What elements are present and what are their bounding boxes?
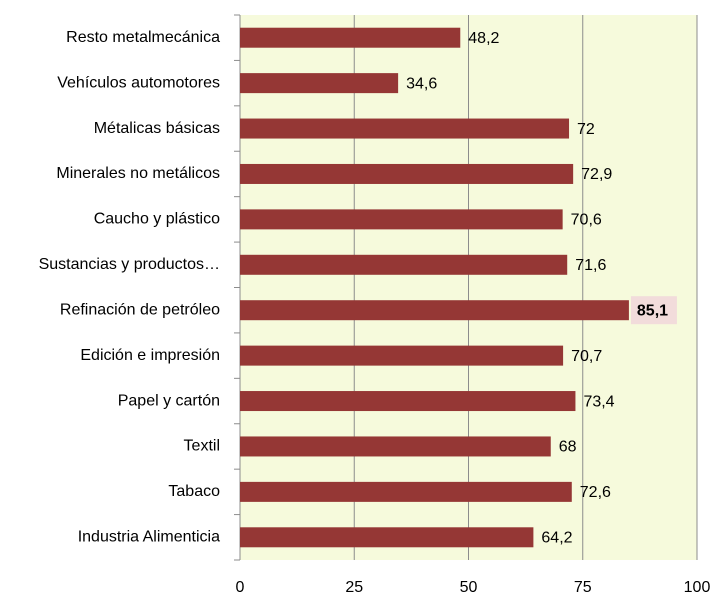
bar	[240, 391, 576, 412]
value-label: 72,6	[580, 484, 611, 501]
value-label: 72	[577, 121, 595, 138]
value-label: 71,6	[575, 257, 606, 274]
y-tick-label: Resto metalmecánica	[66, 29, 220, 46]
y-tick-label: Vehículos automotores	[57, 74, 220, 91]
bar	[240, 254, 568, 275]
value-label: 48,2	[468, 30, 499, 47]
y-tick-label: Industria Alimenticia	[78, 529, 220, 546]
y-tick-label: Caucho y plástico	[94, 211, 220, 228]
x-tick-label: 25	[345, 579, 363, 596]
bar	[240, 73, 399, 94]
bar	[240, 527, 534, 548]
value-label: 70,6	[571, 212, 602, 229]
bar	[240, 481, 572, 502]
bar	[240, 345, 564, 366]
y-tick-label: Métalicas básicas	[94, 120, 220, 137]
y-tick-label: Edición e impresión	[80, 347, 220, 364]
bar	[240, 300, 629, 321]
value-label: 34,6	[406, 75, 437, 92]
bar	[240, 27, 461, 48]
bar	[240, 209, 563, 230]
bar	[240, 118, 570, 139]
value-label: 68	[559, 439, 577, 456]
x-tick-label: 0	[236, 579, 245, 596]
y-tick-label: Tabaco	[168, 483, 220, 500]
y-tick-label: Papel y cartón	[118, 392, 220, 409]
y-tick-label: Textil	[184, 438, 220, 455]
y-tick-label: Sustancias y productos…	[39, 256, 220, 273]
y-tick-label: Refinación de petróleo	[60, 301, 220, 318]
bar	[240, 436, 551, 457]
label-highlight	[630, 296, 677, 325]
value-label: 64,2	[541, 530, 572, 547]
x-tick-label: 75	[574, 579, 592, 596]
x-tick-label: 100	[684, 579, 711, 596]
bar	[240, 163, 574, 184]
value-label: 73,4	[583, 393, 614, 410]
value-label: 72,9	[581, 166, 612, 183]
x-tick-label: 50	[460, 579, 478, 596]
value-label: 70,7	[571, 348, 602, 365]
value-label: 85,1	[637, 302, 668, 319]
y-tick-label: Minerales no metálicos	[56, 165, 220, 182]
